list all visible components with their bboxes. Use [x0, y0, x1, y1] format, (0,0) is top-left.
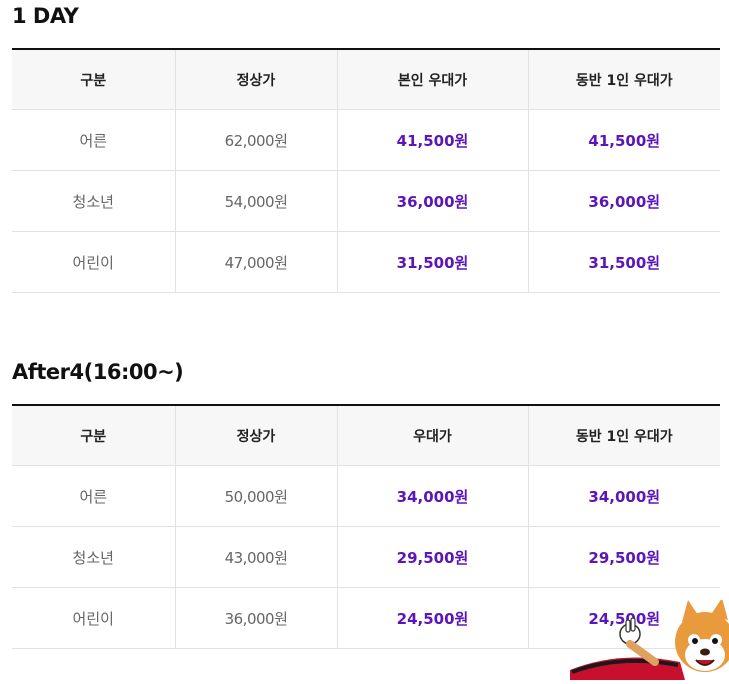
- section-title: After4(16:00~): [12, 360, 184, 384]
- column-header-category: 구분: [12, 49, 176, 110]
- column-header-discount: 우대가: [337, 405, 529, 466]
- price-table: 구분 정상가 본인 우대가 동반 1인 우대가 어른 62,000원 41,50…: [12, 48, 720, 293]
- cell-regular-price: 43,000원: [175, 526, 338, 588]
- cell-companion-price: 31,500원: [528, 231, 720, 293]
- cell-category: 어린이: [12, 587, 176, 649]
- table-row: 어른 62,000원 41,500원 41,500원: [12, 109, 720, 171]
- column-header-companion: 동반 1인 우대가: [528, 405, 720, 466]
- price-table: 구분 정상가 우대가 동반 1인 우대가 어른 50,000원 34,000원 …: [12, 404, 720, 649]
- table-header-row: 구분 정상가 본인 우대가 동반 1인 우대가: [12, 49, 720, 110]
- cell-category: 어른: [12, 465, 176, 527]
- cell-regular-price: 50,000원: [175, 465, 338, 527]
- cell-companion-price: 29,500원: [528, 526, 720, 588]
- cell-regular-price: 47,000원: [175, 231, 338, 293]
- cell-discount-price: 41,500원: [337, 109, 529, 171]
- cell-regular-price: 62,000원: [175, 109, 338, 171]
- column-header-regular: 정상가: [175, 49, 338, 110]
- cell-discount-price: 36,000원: [337, 170, 529, 232]
- cell-discount-price: 34,000원: [337, 465, 529, 527]
- cell-category: 어른: [12, 109, 176, 171]
- cell-discount-price: 24,500원: [337, 587, 529, 649]
- column-header-category: 구분: [12, 405, 176, 466]
- cell-companion-price: 34,000원: [528, 465, 720, 527]
- cell-companion-price: 36,000원: [528, 170, 720, 232]
- cell-category: 어린이: [12, 231, 176, 293]
- table-row: 어른 50,000원 34,000원 34,000원: [12, 465, 720, 527]
- column-header-companion: 동반 1인 우대가: [528, 49, 720, 110]
- section-title: 1 DAY: [12, 4, 79, 28]
- cell-regular-price: 54,000원: [175, 170, 338, 232]
- table-row: 어린이 47,000원 31,500원 31,500원: [12, 231, 720, 293]
- table-row: 청소년 54,000원 36,000원 36,000원: [12, 170, 720, 232]
- table-header-row: 구분 정상가 우대가 동반 1인 우대가: [12, 405, 720, 466]
- cell-regular-price: 36,000원: [175, 587, 338, 649]
- cell-discount-price: 31,500원: [337, 231, 529, 293]
- price-section-1day: 1 DAY 구분 정상가 본인 우대가 동반 1인 우대가 어른 62,000원…: [12, 4, 720, 293]
- column-header-regular: 정상가: [175, 405, 338, 466]
- column-header-discount: 본인 우대가: [337, 49, 529, 110]
- cell-discount-price: 29,500원: [337, 526, 529, 588]
- squirrel-mascot-icon: [560, 598, 729, 680]
- cell-companion-price: 41,500원: [528, 109, 720, 171]
- price-section-after4: After4(16:00~) 구분 정상가 우대가 동반 1인 우대가 어른 5…: [12, 360, 720, 649]
- cell-category: 청소년: [12, 170, 176, 232]
- cell-category: 청소년: [12, 526, 176, 588]
- table-row: 청소년 43,000원 29,500원 29,500원: [12, 526, 720, 588]
